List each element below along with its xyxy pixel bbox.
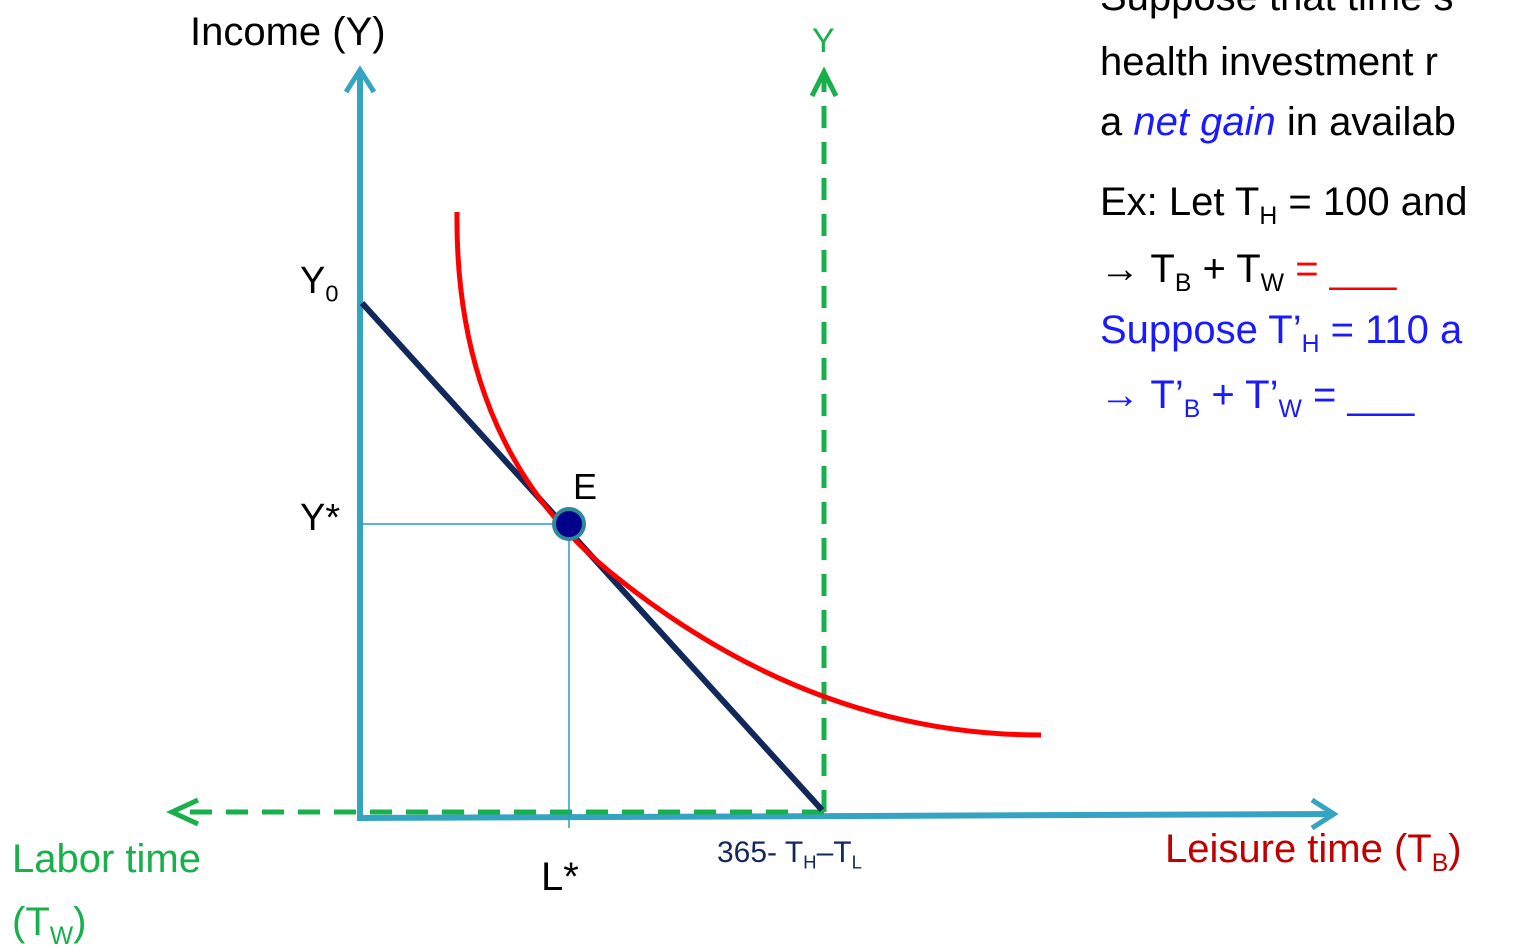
e-label: E — [573, 466, 597, 507]
text-segment: Ex: Let T — [1100, 180, 1259, 224]
note-line: → T’B + T’W = ___ — [1100, 373, 1415, 423]
indifference-curve — [454, 211, 1042, 738]
text-segment: Y* — [300, 497, 340, 539]
green-vertical-arrow — [809, 66, 839, 98]
equilibrium-point — [552, 507, 586, 541]
text-segment: + T’ — [1200, 373, 1278, 417]
subscript: L — [852, 852, 862, 873]
y-axis-arrow — [343, 65, 377, 94]
subscript: H — [803, 852, 816, 873]
axes — [166, 65, 1339, 831]
text-segment: E — [573, 466, 597, 507]
text-segment: Y — [812, 22, 835, 60]
text-segment: –T — [817, 836, 852, 869]
note-line: Suppose that time s — [1100, 0, 1454, 19]
subscript: 0 — [325, 280, 338, 306]
text-segment: health investment r — [1100, 40, 1438, 84]
text-segment: Income (Y) — [190, 10, 386, 54]
text-segment: a — [1100, 100, 1133, 144]
lstar-label: L* — [541, 855, 579, 899]
labor-label: Labor time — [12, 837, 201, 881]
notes: Suppose that time s health investment r … — [1100, 0, 1467, 423]
note-line: → TB + TW = ___ — [1100, 247, 1397, 297]
text-segment: = ___ — [1302, 373, 1415, 417]
subscript: W — [50, 923, 74, 949]
subscript: W — [1278, 396, 1302, 423]
subscript: H — [1302, 331, 1320, 358]
text-segment: 365- T — [717, 836, 803, 869]
note-line: health investment r — [1100, 40, 1438, 84]
text-segment: ) — [73, 900, 86, 944]
note-line: a net gain in availab — [1100, 100, 1456, 144]
note-line: Suppose T’H = 110 a — [1100, 308, 1463, 358]
y-axis-label: Income (Y) — [190, 10, 386, 54]
text-segment: Leisure time (T — [1165, 827, 1432, 871]
text-segment: Labor time — [12, 837, 201, 881]
note-line: Ex: Let TH = 100 and — [1100, 180, 1467, 230]
x-axis — [356, 811, 1333, 821]
y0-label: Y0 — [300, 260, 338, 306]
text-segment: Y — [300, 260, 325, 302]
text-segment: net gain — [1133, 100, 1275, 144]
text-segment: = 100 and — [1277, 180, 1467, 224]
subscript: B — [1184, 396, 1201, 423]
text-segment: (T — [12, 900, 50, 944]
text-segment: = 110 a — [1320, 308, 1463, 352]
leisure-label: Leisure time (TB) — [1165, 827, 1462, 877]
green-horizontal-arrow — [166, 797, 200, 827]
subscript: B — [1175, 270, 1192, 297]
text-segment: in availab — [1276, 100, 1456, 144]
text-segment: = ___ — [1284, 247, 1397, 291]
subscript: W — [1261, 270, 1285, 297]
endpoint-label: 365- TH–TL — [717, 836, 862, 873]
x-axis-arrow — [1310, 797, 1339, 831]
text-segment: Suppose T’ — [1100, 308, 1302, 352]
subscript: H — [1259, 203, 1277, 230]
text-segment: Suppose that time s — [1100, 0, 1454, 19]
y-right-label: Y — [812, 22, 835, 60]
text-segment: → T — [1100, 247, 1175, 291]
labor-label: (TW) — [12, 900, 87, 949]
ystar-label: Y* — [300, 497, 340, 539]
text-segment: → T’ — [1100, 373, 1184, 417]
text-segment: + T — [1191, 247, 1260, 291]
text-segment: ) — [1448, 827, 1461, 871]
subscript: B — [1432, 850, 1449, 877]
text-segment: L* — [541, 855, 579, 899]
